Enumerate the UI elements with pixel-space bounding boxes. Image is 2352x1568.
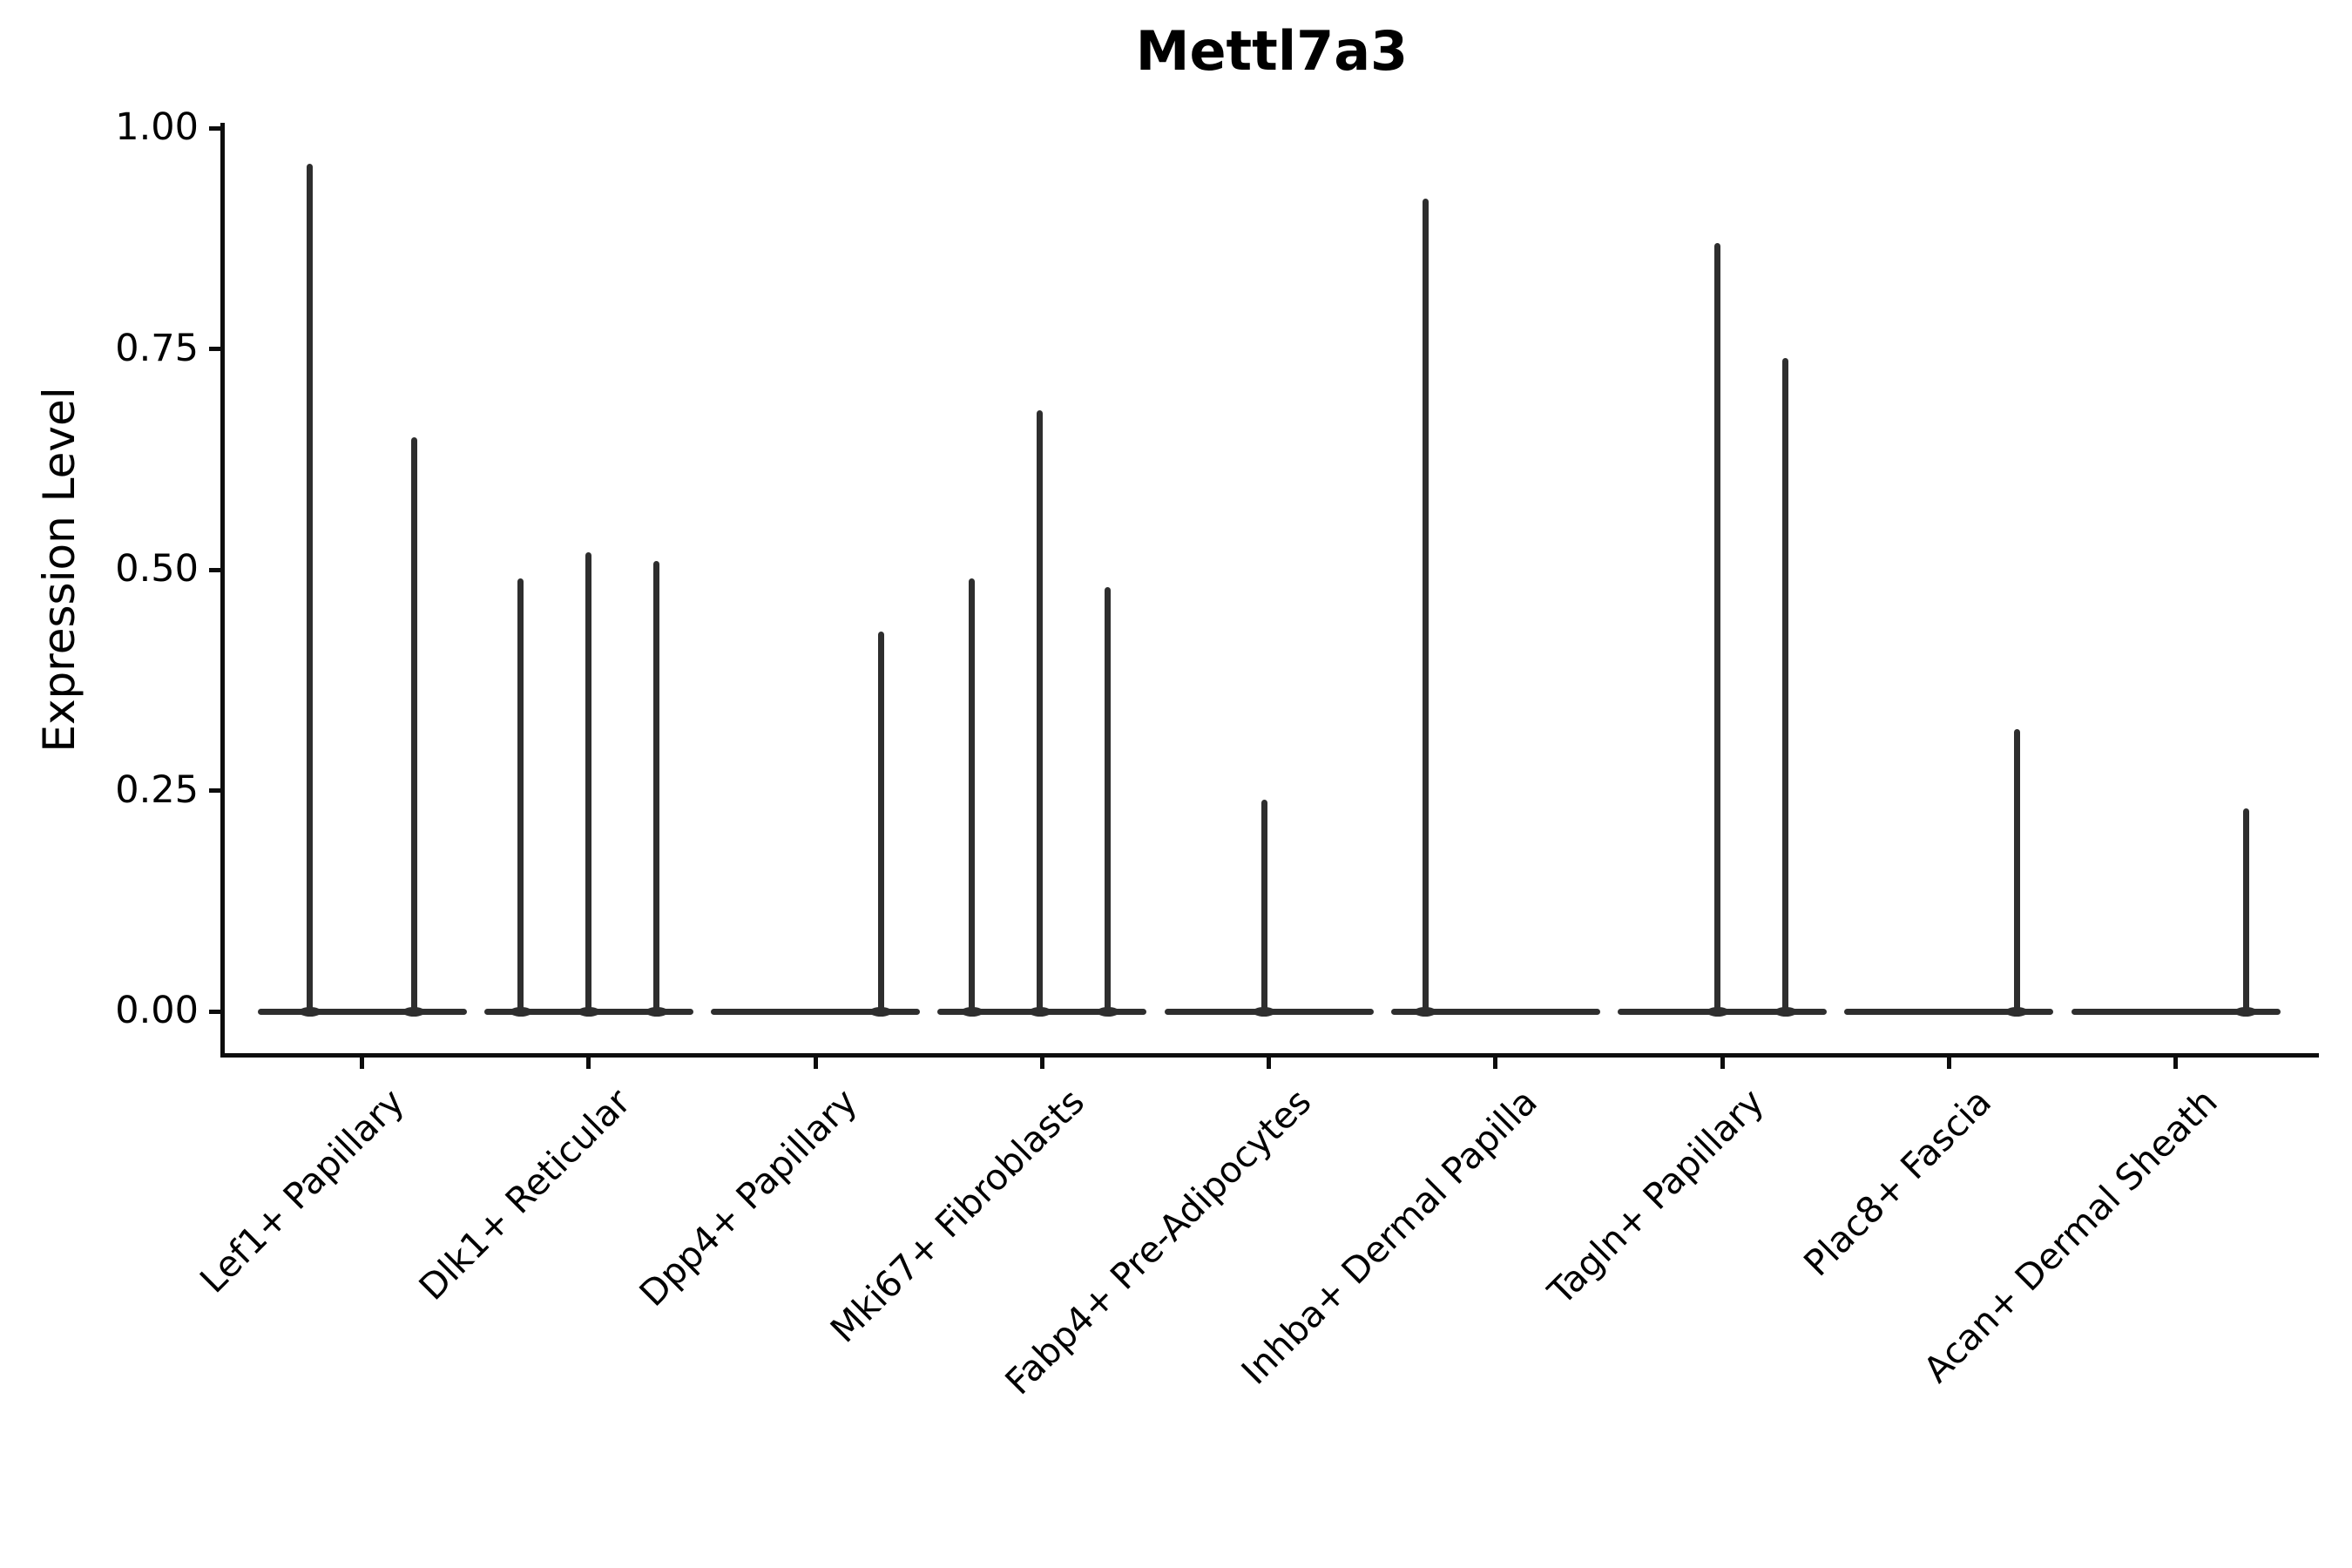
violin-spike bbox=[1037, 410, 1044, 1013]
y-tick-label: 0.50 bbox=[115, 547, 199, 591]
violin-spike bbox=[517, 578, 524, 1013]
violin-spike bbox=[585, 551, 592, 1013]
violin-spike bbox=[969, 578, 976, 1013]
x-tick-label: Dlk1+ Reticular bbox=[411, 1080, 639, 1308]
violin-baseline bbox=[1390, 1008, 1600, 1015]
x-tick-label: Dpp4+ Papillary bbox=[632, 1080, 866, 1315]
x-tick-label: Mki67+ Fibroblasts bbox=[821, 1080, 1092, 1351]
x-tick-label: Plac8+ Fascia bbox=[1794, 1080, 1999, 1285]
violin-baseline bbox=[257, 1008, 467, 1015]
y-tick-mark bbox=[209, 567, 225, 572]
violin-baseline bbox=[1844, 1008, 2054, 1015]
y-tick-label: 1.00 bbox=[115, 105, 199, 149]
x-tick-mark bbox=[360, 1053, 364, 1069]
violin-spike bbox=[1782, 357, 1789, 1013]
y-tick-label: 0.75 bbox=[115, 326, 199, 370]
x-tick-mark bbox=[1493, 1053, 1498, 1069]
x-tick-label: Lef1+ Papillary bbox=[192, 1080, 413, 1301]
x-tick-mark bbox=[813, 1053, 818, 1069]
y-tick-mark bbox=[209, 788, 225, 793]
x-tick-label: Tagln+ Papillary bbox=[1540, 1080, 1773, 1313]
violin-baseline bbox=[711, 1008, 920, 1015]
x-tick-mark bbox=[586, 1053, 591, 1069]
y-tick-mark bbox=[209, 1009, 225, 1014]
y-tick-label: 0.25 bbox=[115, 767, 199, 812]
violin-spike bbox=[1260, 799, 1267, 1013]
y-axis-line bbox=[220, 123, 225, 1058]
y-tick-label: 0.00 bbox=[115, 989, 199, 1032]
violin-spike bbox=[2013, 728, 2020, 1013]
y-tick-mark bbox=[209, 347, 225, 351]
violin-spike bbox=[307, 163, 314, 1013]
x-tick-mark bbox=[1039, 1053, 1044, 1069]
y-tick-mark bbox=[209, 125, 225, 131]
violin-spike bbox=[1422, 199, 1429, 1013]
violin-spike bbox=[653, 560, 660, 1013]
x-tick-mark bbox=[1720, 1053, 1725, 1069]
violin-spike bbox=[410, 436, 417, 1013]
violin-spike bbox=[1105, 587, 1112, 1013]
violin-spike bbox=[877, 631, 884, 1013]
plot-title: Mettl7a3 bbox=[1135, 19, 1409, 83]
x-tick-mark bbox=[1946, 1053, 1951, 1069]
x-tick-mark bbox=[1267, 1053, 1271, 1069]
violin-spike bbox=[1714, 242, 1721, 1013]
violin-spike bbox=[2242, 808, 2249, 1013]
x-tick-mark bbox=[2173, 1053, 2178, 1069]
violin-baseline bbox=[2071, 1008, 2281, 1015]
